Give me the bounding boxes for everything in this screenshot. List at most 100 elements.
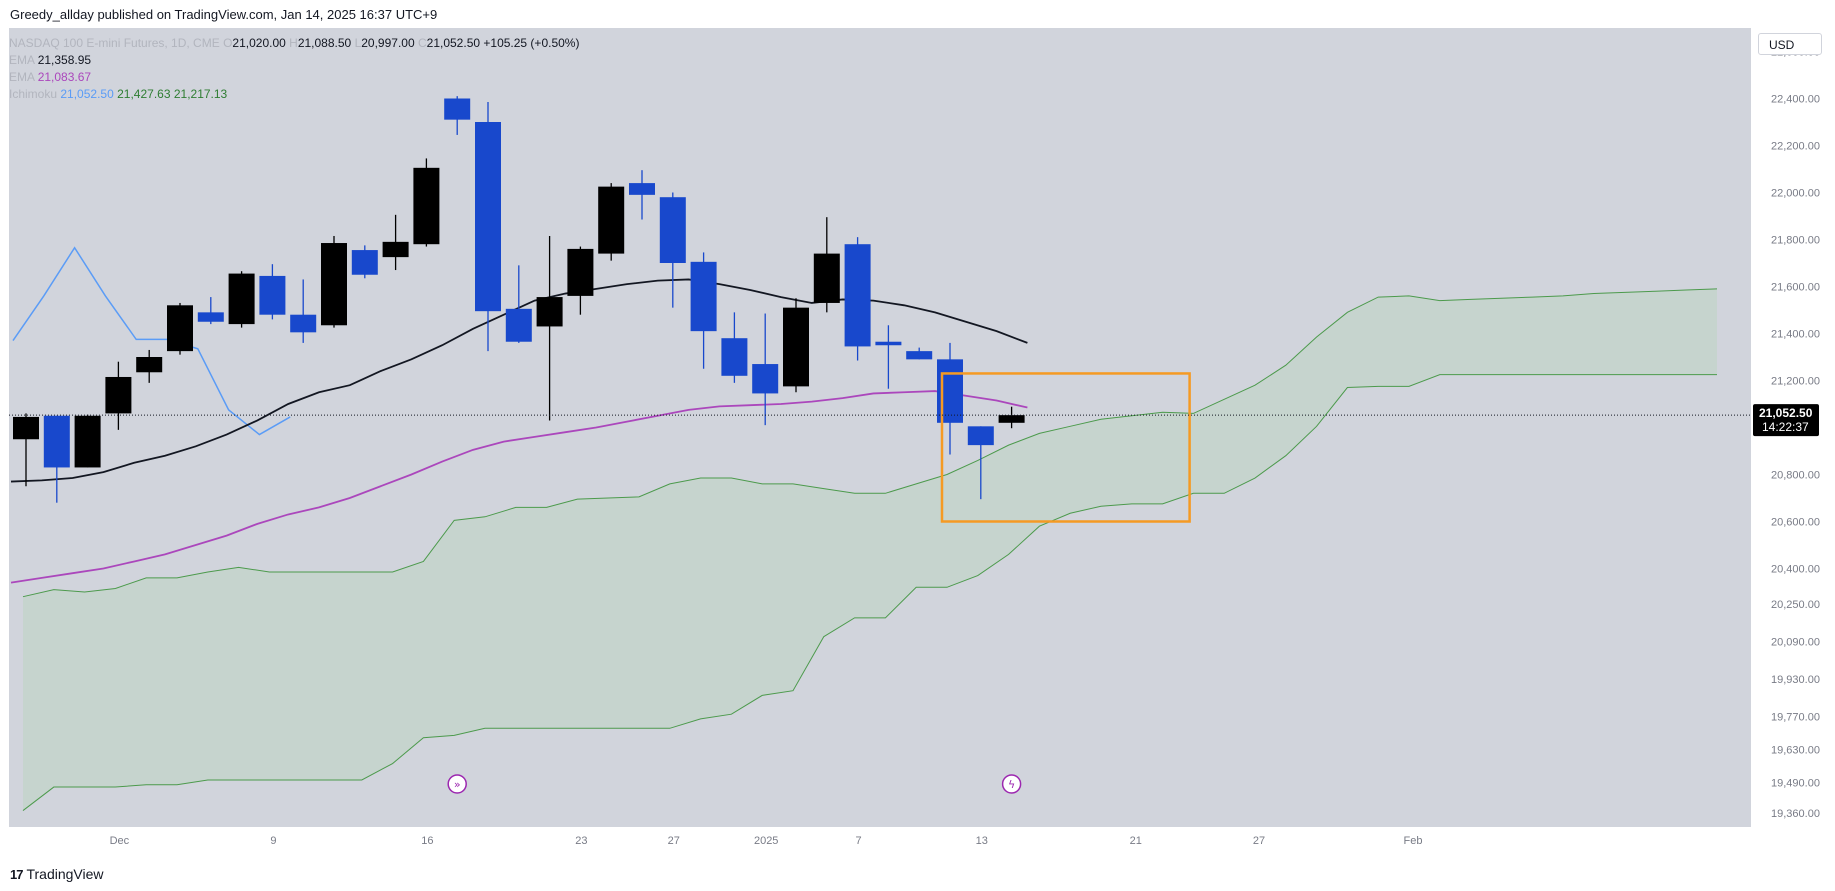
y-tick-label: 21,600.00: [1771, 282, 1820, 294]
candle-body: [43, 415, 70, 468]
y-tick-label: 22,400.00: [1771, 94, 1820, 106]
candle-body: [752, 364, 779, 394]
ichimoku-cloud: [23, 288, 1717, 811]
legend-close: 21,052.50: [426, 36, 481, 50]
candle-body: [783, 307, 809, 387]
ichimoku-span-a: [22, 288, 1718, 598]
candle-body: [167, 305, 193, 352]
y-tick-label: 20,400.00: [1771, 564, 1820, 576]
event-marker-glyph: ϟ: [1008, 778, 1015, 791]
candle-body: [906, 351, 933, 360]
y-tick-label: 20,600.00: [1771, 517, 1820, 529]
currency-selector[interactable]: USD: [1758, 33, 1822, 55]
legend-high: 21,088.50: [297, 36, 352, 50]
candle-body: [475, 122, 501, 312]
candle-body: [13, 416, 39, 440]
candle-body: [321, 243, 347, 326]
legend-ichimoku-v2: 21,427.63: [117, 87, 171, 101]
candle-body: [413, 167, 440, 245]
candle-body: [813, 253, 840, 303]
y-tick-label: 19,360.00: [1771, 808, 1820, 820]
y-tick-label: 19,930.00: [1771, 674, 1820, 686]
price-tag-value: 21,052.50: [1759, 406, 1813, 420]
candle-body: [74, 415, 101, 468]
legend-low: 20,997.00: [361, 36, 415, 50]
candle-body: [629, 183, 655, 195]
candle-body: [228, 273, 255, 325]
legend-open-label: O: [223, 36, 233, 50]
legend-high-label: H: [289, 36, 298, 50]
candle-body: [259, 275, 286, 315]
y-tick-label: 20,250.00: [1771, 599, 1820, 611]
x-tick-label: 27: [668, 835, 680, 847]
y-tick-label: 19,630.00: [1771, 744, 1820, 756]
y-tick-label: 20,090.00: [1771, 636, 1820, 648]
footer: [0, 856, 1835, 891]
x-tick-label: Dec: [110, 835, 130, 847]
y-tick-label: 21,800.00: [1771, 235, 1820, 247]
legend-ichimoku-v3: 21,217.13: [173, 87, 228, 101]
plot-layer: [9, 96, 1751, 811]
candle-body: [598, 186, 625, 254]
legend-symbol: NASDAQ 100 E-mini Futures, 1D, CME: [9, 36, 220, 50]
publish-line: Greedy_allday published on TradingView.c…: [10, 7, 438, 22]
candle-body: [444, 98, 471, 120]
x-tick-label: 16: [421, 835, 433, 847]
legend-low-label: L: [354, 36, 362, 50]
x-tick-label: Feb: [1404, 835, 1423, 847]
legend-change: +105.25 (+0.50%): [483, 36, 580, 50]
x-tick-label: 27: [1253, 835, 1265, 847]
ichimoku-span-b: [22, 374, 1717, 811]
candle-body: [721, 338, 748, 376]
price-tag-countdown: 14:22:37: [1762, 420, 1809, 434]
legend-ema1-value: 21,358.95: [37, 53, 92, 67]
legend-ichimoku-label: Ichimoku: [9, 87, 58, 101]
brand-name: TradingView: [26, 866, 104, 882]
tradingview-logo-icon: 17: [10, 866, 24, 882]
legend-ichimoku-v1: 21,052.50: [60, 87, 114, 101]
y-tick-label: 22,200.00: [1771, 141, 1820, 153]
candlestick-chart[interactable]: 22,600.0022,400.0022,200.0022,000.0021,8…: [9, 28, 1835, 856]
candle-body: [382, 241, 409, 258]
chart-legend: NASDAQ 100 E-mini Futures, 1D, CME O 21,0…: [9, 35, 579, 103]
chart-area[interactable]: 22,600.0022,400.0022,200.0022,000.0021,8…: [9, 28, 1835, 856]
candle-body: [197, 312, 224, 322]
candle-body: [536, 297, 563, 327]
price-tag: [1753, 404, 1819, 437]
legend-ohlc-row: NASDAQ 100 E-mini Futures, 1D, CME O 21,0…: [9, 35, 579, 52]
legend-ema2-value: 21,083.67: [37, 70, 92, 84]
ema-short-line: [10, 390, 1028, 584]
y-tick-label: 19,490.00: [1771, 777, 1820, 789]
y-tick-label: 21,400.00: [1771, 329, 1820, 341]
y-tick-label: 20,800.00: [1771, 470, 1820, 482]
legend-ichimoku-row[interactable]: Ichimoku 21,052.50 21,427.63 21,217.13: [9, 86, 579, 103]
publish-header: Greedy_allday published on TradingView.c…: [0, 0, 1835, 28]
x-tick-label: 23: [575, 835, 587, 847]
candle-body: [659, 197, 686, 263]
candle-body: [567, 248, 594, 296]
legend-ema2-row[interactable]: EMA 21,083.67: [9, 69, 579, 86]
ichimoku-lagging-span: [12, 246, 291, 436]
event-marker-glyph: »: [454, 778, 461, 791]
tradingview-brand[interactable]: 17 TradingView: [10, 866, 104, 882]
y-tick-label: 19,770.00: [1771, 712, 1820, 724]
candle-body: [136, 357, 163, 373]
candle-body: [290, 314, 317, 333]
x-tick-label: 2025: [754, 835, 778, 847]
legend-ema1-row[interactable]: EMA 21,358.95: [9, 52, 579, 69]
x-tick-label: 21: [1130, 835, 1142, 847]
event-marker-icon: [447, 774, 467, 794]
event-marker-icon: [1001, 774, 1022, 794]
candle-body: [105, 376, 132, 414]
candle-body: [505, 308, 532, 342]
legend-close-label: C: [417, 36, 427, 50]
candle-body: [967, 426, 994, 446]
x-tick-label: 9: [270, 835, 276, 847]
candle-body: [351, 250, 378, 275]
candle-body: [844, 244, 871, 347]
highlight-box: [940, 372, 1191, 523]
time-axis-background: [9, 827, 1835, 856]
candle-body: [875, 341, 902, 346]
legend-ema2-label: EMA: [9, 70, 35, 84]
y-tick-label: 22,000.00: [1771, 188, 1820, 200]
